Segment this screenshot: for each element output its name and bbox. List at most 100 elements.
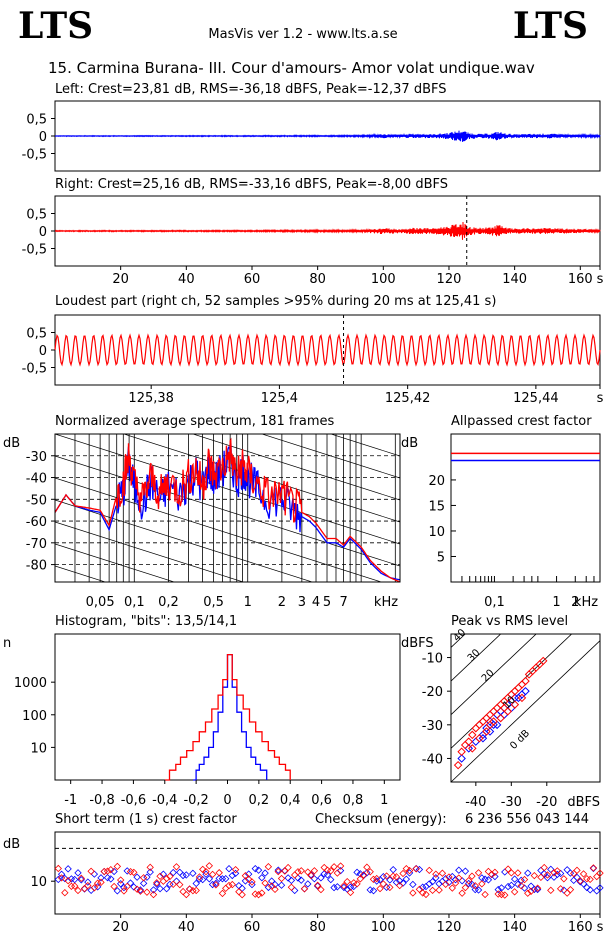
stcrest-point-right [425,866,433,875]
histogram-xtick-label: -0,6 [121,793,146,808]
peakrms-ytick-label: -20 [422,685,443,700]
peakrms-point-right [471,723,481,733]
peakrms-point-right [453,760,463,770]
stcrest-point-left [356,870,364,878]
stcrest-point-left [264,883,273,892]
stcrest-point-left [441,875,450,883]
stcrest-point-left [153,880,161,888]
peakrms-group [451,634,600,782]
stcrest-point-left [130,883,138,891]
stcrest-point-left [261,869,269,877]
stcrest-point-right [284,863,292,872]
stcrest-point-left [412,864,420,873]
stcrest-x-tick-label: 80 [309,920,326,935]
stcrest-point-left [291,886,299,895]
stcrest-point-right [579,870,588,878]
stcrest-ylabel: dB [3,837,20,852]
stcrest-point-left [560,886,568,894]
peakrms-point-right [460,740,470,750]
peakrms-point-right [514,683,523,693]
stcrest-point-left [524,869,532,877]
stcrest-point-left [514,880,522,888]
spectrum-xtick-label: 7 [339,595,347,610]
stcrest-point-left [162,885,171,893]
loudest-part-ytick-label: 0,5 [26,327,47,342]
stcrest-point-right [373,874,381,883]
stcrest-point-right [527,887,535,895]
stcrest-point-right [517,882,525,890]
stcrest-point-left [537,866,545,875]
stcrest-point-left [54,875,62,884]
stcrest-point-right [61,889,69,897]
stcrest-point-right [442,880,450,888]
stcrest-point-right [304,868,312,876]
stcrest-point-left [241,877,250,885]
spectrum-slope-line [55,455,400,567]
spectrum-ytick-label: -80 [26,559,47,574]
spectrum-slope-line [55,477,383,582]
right-waveform-x-tick-label: 140 [502,272,527,287]
peakrms-xtick-label: -30 [501,795,522,810]
stcrest-point-right [264,863,273,871]
stcrest-point-left [363,869,371,877]
stcrest-point-left [455,866,463,874]
stcrest-x-tick-label: 120 [437,920,462,935]
stcrest-point-right [576,877,584,885]
histogram-xtick-label: 0,6 [311,793,332,808]
spectrum-xtick-label: kHz [374,595,398,610]
spectrum-slope-group [55,434,400,582]
stcrest-point-right [228,880,236,889]
stcrest-point-right [471,882,479,890]
stcrest-point-right [550,869,558,877]
stcrest-point-left [274,866,282,874]
peakrms-xtick-label: -20 [536,795,557,810]
right-waveform-x-tick-label: 120 [437,272,462,287]
stcrest-point-left [74,869,82,877]
stcrest-point-right [382,872,391,880]
stcrest-point-right [300,885,309,893]
peakrms-frame [450,633,601,783]
stcrest-point-right [307,871,315,880]
right-waveform-x-tick-label: 20 [112,272,129,287]
stcrest-point-left [212,879,220,888]
peakrms-ytick-label: -30 [422,719,443,734]
checksum-value: 6 236 556 043 144 [465,812,590,827]
spectrum-slope-line [398,434,400,435]
stcrest-point-left [333,883,342,891]
stcrest-point-left [107,875,115,883]
spectrum-frame [54,433,401,583]
spectrum-slope-line [260,434,400,479]
stcrest-point-left [113,887,122,895]
stcrest-point-right [514,869,522,877]
stcrest-point-right [445,873,453,881]
stcrest-point-left [547,865,555,874]
peakrms-point-right [517,693,527,703]
peakrms-ytick-label: -40 [422,752,443,767]
right-waveform-signal [54,221,601,240]
spectrum-slope-line [55,521,245,582]
stcrest-point-right [208,870,217,879]
loudest-part-x-tick-label: 125,42 [385,391,431,406]
stcrest-point-right [199,865,207,874]
stcrest-point-right [507,869,516,877]
stcrest-point-left [146,868,154,876]
stcrest-point-right [465,876,473,885]
stcrest-point-right [343,877,351,886]
loudest-part-title: Loudest part (right ch, 52 samples >95% … [55,294,497,309]
stcrest-frame [54,831,601,915]
peakrms-point-right [492,703,502,713]
stcrest-point-right [510,888,519,896]
stcrest-point-right [353,880,361,888]
loudest-part-x-tick-label: s [597,391,604,406]
histogram-series-right [164,653,291,781]
stcrest-point-left [491,872,499,881]
stcrest-point-right [566,885,575,894]
app-title: MasVis ver 1.2 - www.lts.a.se [208,27,398,42]
stcrest-point-right [107,866,115,874]
stcrest-point-right [258,889,266,897]
stcrest-x-tick-label: 140 [502,920,527,935]
stcrest-point-right [435,886,443,894]
checksum-label: Checksum (energy): [315,812,447,827]
stcrest-point-right [491,868,499,876]
stcrest-x-tick-label: 20 [112,920,129,935]
